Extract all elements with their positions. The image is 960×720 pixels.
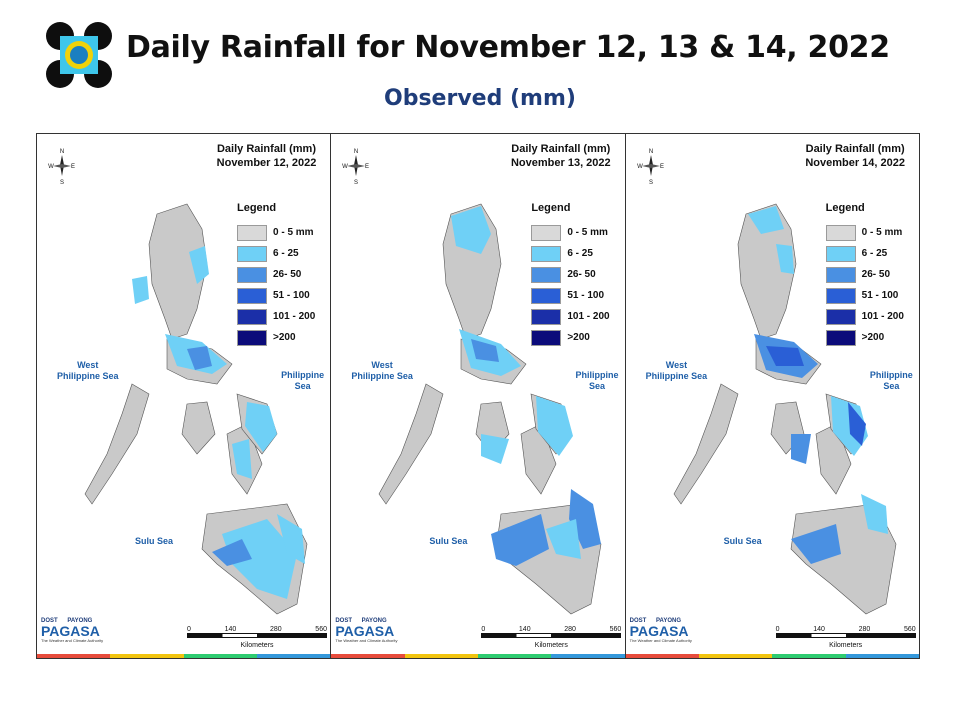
svg-text:W: W (637, 164, 643, 170)
west-philippine-sea-label: West Philippine Sea (57, 360, 119, 381)
compass-icon: N W E S (342, 149, 369, 186)
legend: Legend 0 - 5 mm 6 - 25 26- 50 51 - 100 1… (531, 202, 610, 348)
svg-text:N: N (60, 149, 64, 155)
panel-header: Daily Rainfall (mm) November 14, 2022 (805, 143, 905, 169)
west-philippine-sea-label: West Philippine Sea (645, 360, 708, 381)
svg-text:S: S (354, 180, 358, 186)
philippines-map-nov14 (673, 203, 896, 615)
map-panel-nov12: Daily Rainfall (mm) November 12, 2022 Le… (37, 134, 332, 658)
philippine-sea-label: Philippine Sea (281, 370, 325, 391)
pagasa-brand-logo: DOST PAYONG PAGASA The Weather and Clima… (629, 618, 692, 643)
page-title: Daily Rainfall for November 12, 13 & 14,… (126, 30, 890, 65)
scale-bar: 0 140 280 560 Kilometers (481, 626, 622, 649)
svg-text:E: E (71, 164, 75, 170)
svg-text:N: N (648, 149, 652, 155)
map-panel-nov13: Daily Rainfall (mm) November 13, 2022 Le… (331, 134, 626, 658)
sulu-sea-label: Sulu Sea (723, 536, 762, 546)
pagasa-brand-logo: DOST PAYONG PAGASA The Weather and Clima… (335, 618, 398, 643)
svg-text:W: W (342, 164, 348, 170)
svg-text:W: W (48, 164, 54, 170)
compass-icon: N W E S (637, 149, 664, 186)
philippines-map-nov12 (84, 203, 308, 615)
panel-header: Daily Rainfall (mm) November 13, 2022 (510, 143, 611, 169)
philippines-map-nov13 (378, 203, 602, 615)
map-panel-nov14: Daily Rainfall (mm) November 14, 2022 Le… (625, 134, 919, 658)
footer-color-bar (625, 654, 919, 658)
svg-text:S: S (60, 180, 64, 186)
scale-bar: 0 140 280 560 Kilometers (775, 626, 916, 649)
sulu-sea-label: Sulu Sea (135, 536, 174, 546)
svg-text:S: S (649, 180, 653, 186)
svg-text:E: E (365, 164, 369, 170)
svg-text:N: N (354, 149, 358, 155)
footer-color-bar (331, 654, 625, 658)
page-subtitle: Observed (mm) (384, 86, 576, 111)
pagasa-logo (46, 22, 112, 88)
compass-icon: N W E S (48, 149, 75, 186)
philippine-sea-label: Philippine Sea (869, 370, 913, 391)
map-panels: Daily Rainfall (mm) November 12, 2022 Le… (36, 133, 920, 659)
sulu-sea-label: Sulu Sea (429, 536, 468, 546)
svg-text:E: E (660, 164, 664, 170)
footer-color-bar (37, 654, 331, 658)
legend: Legend 0 - 5 mm 6 - 25 26- 50 51 - 100 1… (825, 202, 904, 348)
philippine-sea-label: Philippine Sea (575, 370, 619, 391)
panel-header: Daily Rainfall (mm) November 12, 2022 (216, 143, 317, 169)
pagasa-brand-logo: DOST PAYONG PAGASA The Weather and Clima… (41, 618, 104, 643)
west-philippine-sea-label: West Philippine Sea (351, 360, 413, 381)
scale-bar: 0 140 280 560 Kilometers (187, 626, 327, 649)
legend: Legend 0 - 5 mm 6 - 25 26- 50 51 - 100 1… (237, 202, 315, 348)
